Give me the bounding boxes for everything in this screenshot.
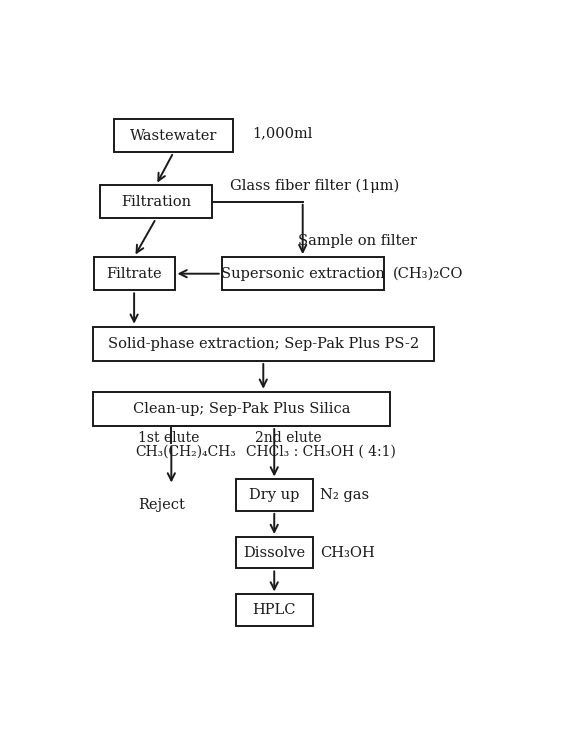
Bar — [236, 595, 312, 626]
Text: Solid-phase extraction; Sep-Pak Plus PS-2: Solid-phase extraction; Sep-Pak Plus PS-… — [108, 337, 419, 351]
Text: CH₃OH: CH₃OH — [320, 545, 375, 560]
Text: 1st elute: 1st elute — [138, 430, 200, 444]
Text: Sample on filter: Sample on filter — [298, 235, 418, 249]
Text: Dissolve: Dissolve — [243, 545, 305, 560]
Text: Filtration: Filtration — [121, 195, 191, 209]
Bar — [93, 391, 390, 426]
Bar — [221, 257, 384, 291]
Bar — [236, 480, 312, 511]
Bar — [93, 326, 434, 361]
Text: Supersonic extraction: Supersonic extraction — [221, 267, 385, 281]
Text: Wastewater: Wastewater — [130, 128, 217, 143]
Text: Glass fiber filter (1μm): Glass fiber filter (1μm) — [231, 179, 399, 193]
Text: CH₃(CH₂)₄CH₃: CH₃(CH₂)₄CH₃ — [136, 445, 236, 459]
Text: CHCl₃ : CH₃OH ( 4:1): CHCl₃ : CH₃OH ( 4:1) — [246, 445, 396, 459]
Text: Reject: Reject — [138, 498, 185, 512]
Text: 2nd elute: 2nd elute — [254, 430, 321, 444]
Bar — [236, 537, 312, 568]
Text: N₂ gas: N₂ gas — [320, 488, 370, 502]
Bar — [100, 185, 212, 218]
Text: HPLC: HPLC — [253, 603, 296, 617]
Text: (CH₃)₂CO: (CH₃)₂CO — [393, 267, 463, 281]
Bar — [114, 119, 233, 152]
Text: Filtrate: Filtrate — [106, 267, 162, 281]
Bar — [94, 257, 175, 291]
Text: Clean-up; Sep-Pak Plus Silica: Clean-up; Sep-Pak Plus Silica — [133, 402, 350, 416]
Text: Dry up: Dry up — [249, 488, 299, 502]
Text: 1,000ml: 1,000ml — [253, 126, 312, 140]
